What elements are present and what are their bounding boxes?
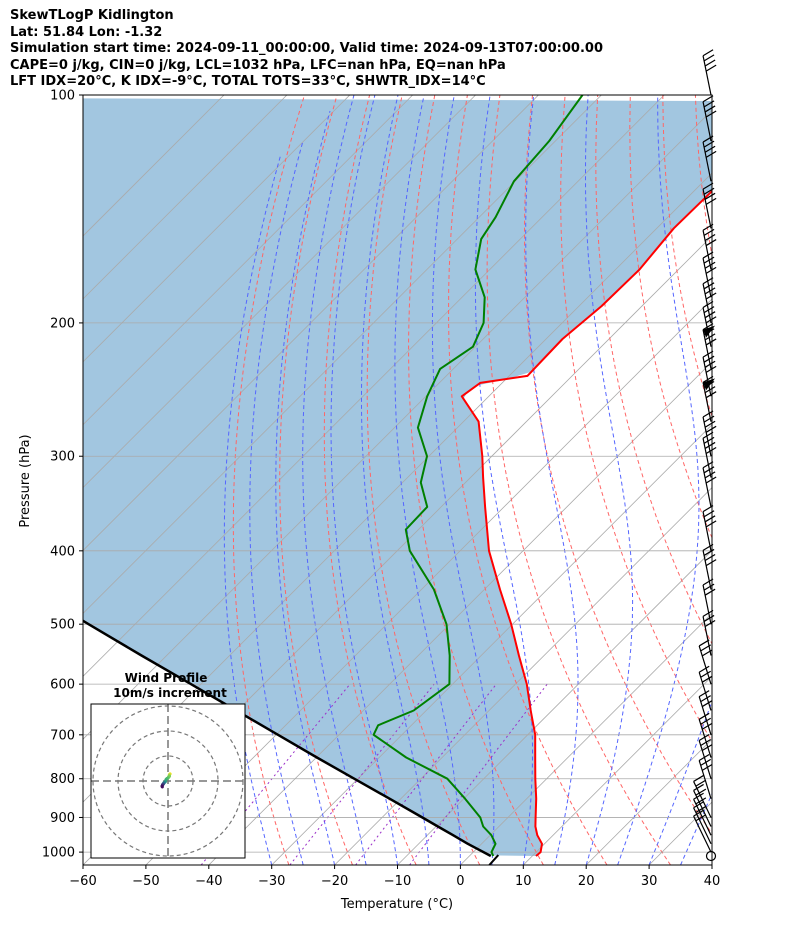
x-tick-label: −10: [384, 874, 411, 889]
mixing-ratio-line: [355, 683, 497, 865]
x-tick-label: 30: [641, 874, 658, 889]
moist-adiabat-line: [680, 792, 712, 865]
wind-barb: [702, 182, 717, 229]
dry-adiabat-line: [366, 95, 481, 865]
isotherm-line: [83, 95, 602, 614]
moist-adiabat-line: [249, 140, 304, 865]
moist-adiabat-line: [711, 863, 712, 865]
chart-title-cape: CAPE=0 j/kg, CIN=0 j/kg, LCL=1032 hPa, L…: [10, 57, 506, 73]
wind-barb: [698, 665, 713, 711]
y-axis-label: Pressure (hPa): [18, 434, 33, 527]
wind-barb: [693, 801, 712, 845]
moist-adiabat-line: [474, 95, 533, 865]
x-tick-label: 0: [456, 874, 464, 889]
chart-title-indices: LFT IDX=20°C, K IDX=-9°C, TOTAL TOTS=33°…: [10, 74, 486, 89]
moist-adiabat-line: [648, 699, 712, 865]
moist-adiabat-line: [775, 95, 794, 865]
inset-subtitle: 10m/s increment: [113, 686, 227, 700]
mixing-ratio-line: [289, 683, 435, 865]
y-tick-label: 400: [50, 544, 75, 559]
wind-barb: [693, 774, 712, 818]
y-tick-label: 200: [50, 316, 75, 331]
wind-barb: [702, 223, 717, 270]
moist-adiabat-line: [361, 95, 430, 865]
x-axis-label: Temperature (°C): [340, 897, 453, 912]
chart-title-block: SkewTLogP Kidlington Lat: 51.84 Lon: -1.…: [10, 8, 603, 91]
dry-adiabat-line: [629, 95, 712, 539]
isotherm-line: [523, 675, 712, 865]
isotherm-line: [397, 549, 712, 865]
wind-barb: [693, 809, 712, 853]
dry-adiabat-line: [728, 95, 794, 865]
x-tick-label: 20: [578, 874, 595, 889]
inset-title: Wind Profile: [125, 671, 208, 685]
y-tick-label: 900: [50, 811, 75, 826]
dry-adiabat-line: [448, 95, 608, 865]
x-tick-label: −40: [195, 874, 222, 889]
isotherm-line: [83, 109, 712, 740]
isotherm-line: [83, 95, 225, 237]
wind-barb: [702, 410, 717, 457]
wind-barb: [698, 690, 713, 736]
isotherm-line: [83, 95, 413, 426]
wind-barb: [702, 578, 716, 625]
dry-adiabat-line: [408, 95, 544, 865]
moist-adiabat-line: [394, 95, 461, 865]
isotherm-line: [83, 95, 288, 300]
isotherm-line: [145, 298, 712, 865]
wind-barb: [705, 850, 717, 862]
chart-title-location: Lat: 51.84 Lon: -1.32: [10, 24, 163, 40]
dry-adiabat-line: [560, 95, 712, 743]
dry-adiabat-line: [232, 95, 305, 865]
wind-barb: [702, 375, 717, 422]
moist-adiabat-line: [525, 95, 579, 865]
isotherm-line: [460, 612, 712, 865]
y-tick-label: 800: [50, 772, 75, 787]
y-tick-label: 700: [50, 728, 75, 743]
temperature-profile-line: [460, 189, 712, 857]
isotherm-line: [83, 95, 539, 552]
wind-barb: [698, 712, 713, 758]
y-tick-label: 300: [50, 450, 75, 465]
x-tick-label: −50: [132, 874, 159, 889]
dry-adiabat-line: [761, 95, 794, 865]
moist-adiabat-line: [431, 95, 495, 865]
y-tick-label: 1000: [42, 846, 75, 861]
mixing-ratio-line: [409, 683, 548, 865]
chart-title-station: SkewTLogP Kidlington: [10, 8, 174, 23]
inset-frame: [90, 703, 246, 859]
moist-adiabat-line: [744, 95, 794, 865]
moist-adiabat-line: [223, 154, 282, 865]
surface-marker: [488, 854, 500, 865]
x-tick-label: 40: [704, 874, 721, 889]
dewpoint-profile-line: [372, 95, 584, 857]
isotherm-line: [83, 95, 351, 363]
parcel-profile-line: [83, 619, 492, 858]
wind-barb: [702, 505, 717, 551]
wind-barb: [693, 783, 712, 827]
isotherm-line: [334, 487, 712, 865]
x-tick-label: −60: [69, 874, 96, 889]
parcel-shading: [83, 98, 712, 856]
y-tick-label: 500: [50, 618, 75, 633]
isotherm-line: [711, 864, 712, 865]
isotherm-line: [775, 95, 794, 865]
wind-barb: [702, 431, 717, 478]
isotherm-line: [83, 95, 476, 489]
y-tick-label: 600: [50, 678, 75, 693]
wind-barb: [698, 734, 713, 779]
chart-title-times: Simulation start time: 2024-09-11_00:00:…: [10, 41, 603, 56]
moist-adiabat-line: [617, 95, 700, 865]
wind-barb: [702, 49, 717, 96]
wind-barb: [693, 792, 712, 836]
dry-adiabat-line: [323, 95, 417, 865]
isotherm-line: [271, 424, 712, 865]
dry-adiabat-line: [279, 95, 353, 865]
x-tick-label: −30: [258, 874, 285, 889]
x-tick-label: −20: [321, 874, 348, 889]
x-tick-label: 10: [515, 874, 532, 889]
isotherm-line: [208, 361, 712, 865]
y-tick-label: 100: [50, 89, 75, 104]
